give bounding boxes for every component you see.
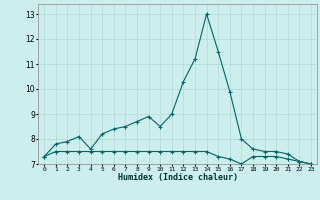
X-axis label: Humidex (Indice chaleur): Humidex (Indice chaleur)	[118, 173, 238, 182]
